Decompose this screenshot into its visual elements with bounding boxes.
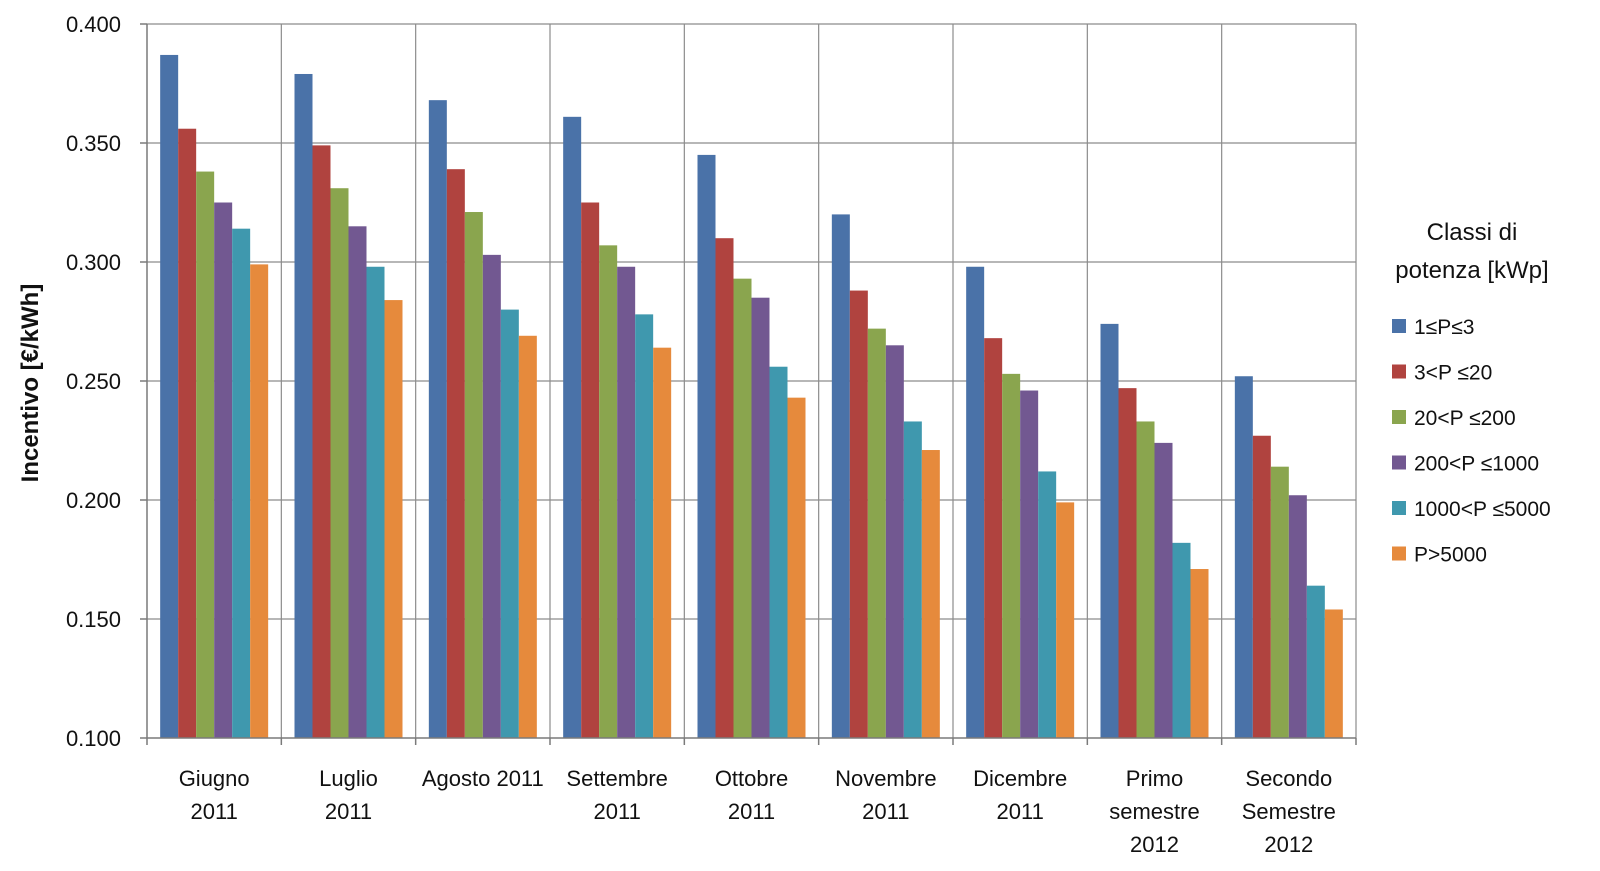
- bar: [769, 366, 788, 738]
- bar: [599, 245, 618, 738]
- bar: [635, 314, 654, 738]
- bar: [831, 214, 850, 738]
- legend-label: P>5000: [1414, 544, 1487, 567]
- bar: [366, 266, 385, 738]
- grid-lines: [147, 23, 1357, 738]
- bar: [1324, 609, 1343, 738]
- bar: [715, 238, 734, 738]
- bar: [1038, 471, 1057, 738]
- bar: [921, 450, 940, 738]
- legend: Classi di potenza [kWp] 1≤P≤3 3<P ≤20 20<P ≤…: [1392, 219, 1551, 567]
- bar: [384, 300, 403, 738]
- bar: [196, 171, 215, 738]
- bar: [563, 116, 582, 738]
- bar: [232, 228, 251, 738]
- bar: [1172, 542, 1191, 738]
- x-category-label: Novembre 2011: [835, 766, 936, 824]
- bar: [984, 338, 1003, 738]
- legend-label: 1000<P ≤5000: [1414, 498, 1551, 521]
- bar: [1288, 495, 1307, 738]
- legend-title: potenza [kWp]: [1395, 257, 1548, 284]
- bar: [428, 100, 447, 738]
- y-tick-label: 0.350: [66, 131, 121, 156]
- y-tick-label: 0.200: [66, 488, 121, 513]
- bar: [330, 188, 349, 739]
- bar: [849, 290, 868, 738]
- bars: [160, 54, 1343, 739]
- bar: [518, 335, 537, 738]
- legend-label: 20<P ≤200: [1414, 407, 1516, 430]
- bar: [1234, 376, 1253, 738]
- legend-swatch: [1392, 319, 1406, 333]
- bar: [1252, 435, 1271, 738]
- bar: [885, 345, 904, 738]
- bar: [617, 266, 636, 738]
- bar: [697, 154, 716, 738]
- y-tick-label: 0.300: [66, 250, 121, 275]
- axes: [140, 23, 1357, 745]
- bar: [751, 297, 770, 738]
- bar: [653, 347, 672, 738]
- legend-title: Classi di: [1427, 219, 1518, 246]
- legend-label: 1≤P≤3: [1414, 316, 1474, 339]
- bar: [312, 145, 331, 738]
- x-category-label: Ottobre 2011: [715, 766, 788, 824]
- legend-swatch: [1392, 501, 1406, 515]
- x-category-label: Secondo Semestre 2012: [1242, 766, 1336, 857]
- bar: [1306, 585, 1325, 738]
- bar: [500, 309, 519, 738]
- bar: [214, 202, 233, 738]
- bar: [160, 54, 179, 738]
- bar: [581, 202, 600, 738]
- y-tick-label: 0.400: [66, 12, 121, 37]
- bar: [250, 264, 269, 738]
- bar: [1002, 373, 1021, 738]
- bar: [1270, 466, 1289, 738]
- bar: [1136, 421, 1155, 738]
- y-tick-label: 0.250: [66, 369, 121, 394]
- y-tick-labels: 0.100 0.150 0.200 0.250 0.300 0.350 0.400: [66, 12, 121, 751]
- bar: [867, 328, 886, 738]
- bar: [1100, 323, 1119, 738]
- y-tick-label: 0.100: [66, 726, 121, 751]
- bar: [482, 254, 501, 739]
- bar: [294, 73, 313, 739]
- legend-swatch: [1392, 410, 1406, 424]
- x-category-label: Settembre 2011: [566, 766, 668, 824]
- bar: [1118, 388, 1137, 738]
- x-category-label: Luglio 2011: [319, 766, 378, 824]
- bar: [1020, 390, 1039, 738]
- legend-label: 200<P ≤1000: [1414, 453, 1539, 476]
- legend-swatch: [1392, 546, 1406, 561]
- bar: [1190, 569, 1209, 738]
- legend-swatch: [1392, 364, 1406, 379]
- x-category-label: Giugno 2011: [179, 766, 250, 824]
- x-category-label: Dicembre 2011: [973, 766, 1067, 824]
- bar: [178, 128, 197, 739]
- bar: [1154, 442, 1173, 738]
- y-axis-label: Incentivo [€/kWh]: [17, 284, 44, 483]
- bar: [1056, 502, 1075, 738]
- bar: [446, 169, 465, 738]
- x-category-label: Primo semestre 2012: [1109, 766, 1199, 857]
- bar: [966, 266, 985, 738]
- y-tick-label: 0.150: [66, 607, 121, 632]
- x-category-labels: Giugno 2011 Luglio 2011 Agosto 2011 Settembre…: [179, 766, 1336, 857]
- legend-label: 3<P ≤20: [1414, 362, 1492, 385]
- bar: [903, 421, 922, 738]
- legend-swatch: [1392, 455, 1406, 470]
- bar: [733, 278, 752, 738]
- x-category-label: Agosto 2011: [422, 766, 544, 791]
- bar: [464, 212, 483, 738]
- bar: [348, 226, 367, 739]
- bar: [787, 397, 806, 738]
